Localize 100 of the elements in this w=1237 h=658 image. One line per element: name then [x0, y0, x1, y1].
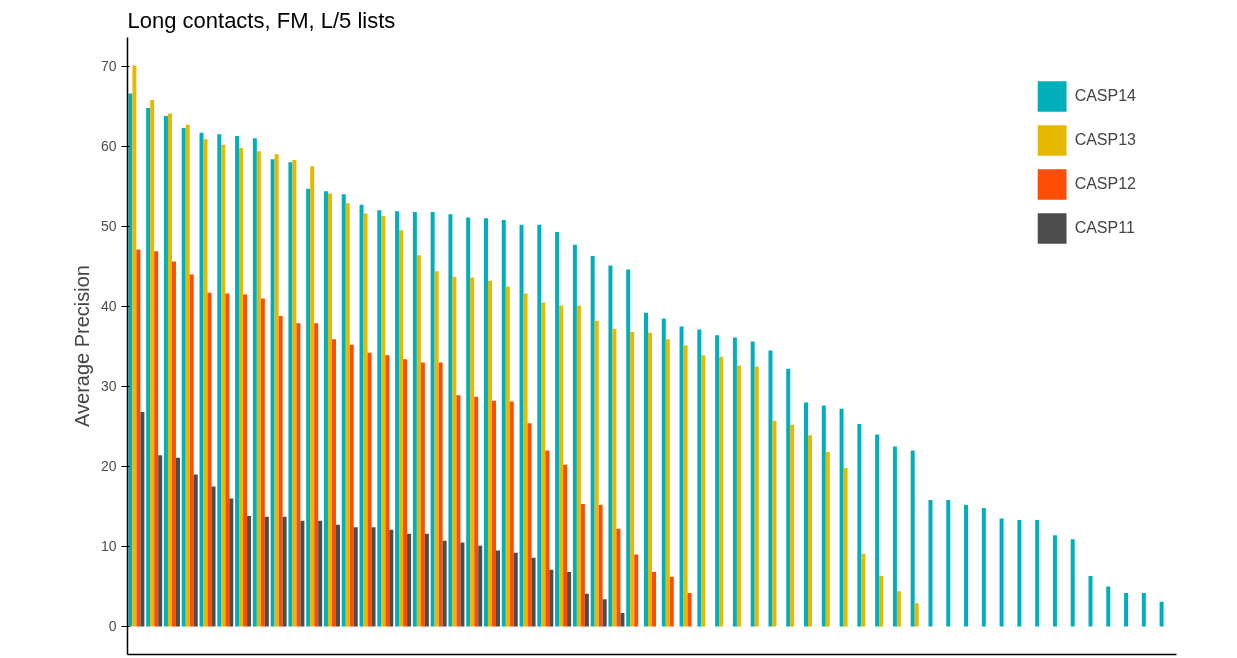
- bar: [211, 486, 216, 627]
- bar: [175, 457, 180, 627]
- bar: [594, 320, 599, 627]
- bar: [964, 504, 969, 627]
- bar: [608, 265, 613, 627]
- bar: [140, 412, 145, 627]
- bar: [555, 231, 560, 627]
- bar: [879, 576, 884, 627]
- bar: [434, 271, 439, 627]
- legend-label: CASP13: [1074, 131, 1136, 149]
- bar: [683, 345, 688, 627]
- bar: [403, 359, 408, 627]
- bar: [318, 520, 323, 627]
- bar: [531, 557, 536, 627]
- bar: [661, 318, 666, 627]
- legend-label: CASP11: [1074, 219, 1135, 237]
- bar: [239, 147, 244, 627]
- bar: [1159, 601, 1164, 627]
- bar: [665, 339, 670, 627]
- bar: [580, 504, 585, 627]
- bar: [1052, 535, 1057, 627]
- bar: [928, 500, 933, 627]
- bar: [839, 408, 844, 627]
- bar: [292, 159, 297, 627]
- bar: [217, 134, 222, 627]
- bar: [199, 132, 204, 627]
- bar: [132, 65, 137, 627]
- bar: [505, 286, 510, 627]
- bar: [768, 350, 773, 627]
- bar: [128, 93, 133, 627]
- bar: [875, 434, 880, 627]
- bar: [732, 337, 737, 627]
- bar: [687, 592, 692, 627]
- bar: [247, 516, 252, 627]
- bar: [715, 335, 720, 627]
- bar: [260, 298, 265, 627]
- bar: [491, 400, 496, 627]
- legend-label: CASP14: [1074, 87, 1136, 105]
- bar: [821, 405, 826, 627]
- bar: [359, 204, 364, 627]
- y-axis-title: Average Precision: [70, 265, 93, 427]
- bar: [697, 329, 702, 627]
- bar: [331, 339, 336, 627]
- bar: [495, 550, 500, 627]
- bar: [590, 255, 595, 627]
- bar: [620, 612, 625, 627]
- bar: [896, 591, 901, 627]
- bar: [381, 215, 386, 627]
- bar: [1070, 539, 1075, 627]
- y-tick-label: 40: [100, 298, 117, 315]
- bar: [424, 533, 429, 627]
- bar: [274, 154, 279, 627]
- bar: [243, 294, 248, 627]
- bar: [541, 302, 546, 627]
- bar: [264, 516, 269, 627]
- bar: [225, 293, 230, 627]
- bar: [310, 166, 315, 627]
- y-tick-label: 0: [108, 618, 117, 635]
- bar: [438, 362, 443, 627]
- y-tick-label: 20: [100, 458, 117, 475]
- bar: [861, 553, 866, 627]
- bar: [306, 188, 311, 627]
- bar: [452, 276, 457, 627]
- bar: [171, 261, 176, 627]
- bar: [772, 420, 777, 627]
- bar: [669, 576, 674, 627]
- chart-title: Long contacts, FM, L/5 lists: [127, 7, 396, 33]
- bar: [910, 450, 915, 627]
- bar: [1124, 592, 1129, 627]
- bar: [509, 401, 514, 627]
- bar: [914, 603, 919, 627]
- bar: [466, 217, 471, 627]
- bar: [456, 395, 461, 627]
- bar: [946, 500, 951, 627]
- bar: [185, 124, 190, 627]
- bar: [385, 355, 390, 627]
- bar: [288, 162, 293, 627]
- bar: [790, 424, 795, 627]
- bar: [136, 249, 141, 627]
- bar: [527, 423, 532, 627]
- bar: [430, 211, 435, 627]
- y-tick-label: 60: [100, 138, 117, 155]
- bar: [630, 332, 635, 627]
- bar: [483, 218, 488, 627]
- bar: [207, 292, 212, 627]
- bar: [189, 274, 194, 627]
- bar: [513, 552, 518, 627]
- bar: [395, 211, 400, 627]
- bar: [229, 498, 234, 627]
- bar: [389, 529, 394, 627]
- bar: [612, 328, 617, 627]
- bar: [203, 139, 208, 627]
- bar: [335, 524, 340, 627]
- bar: [634, 554, 639, 627]
- bar: [341, 194, 346, 627]
- bar: [616, 528, 621, 627]
- bar: [256, 151, 261, 627]
- bar: [353, 527, 358, 627]
- bar: [567, 572, 572, 627]
- y-tick-label: 50: [100, 218, 117, 235]
